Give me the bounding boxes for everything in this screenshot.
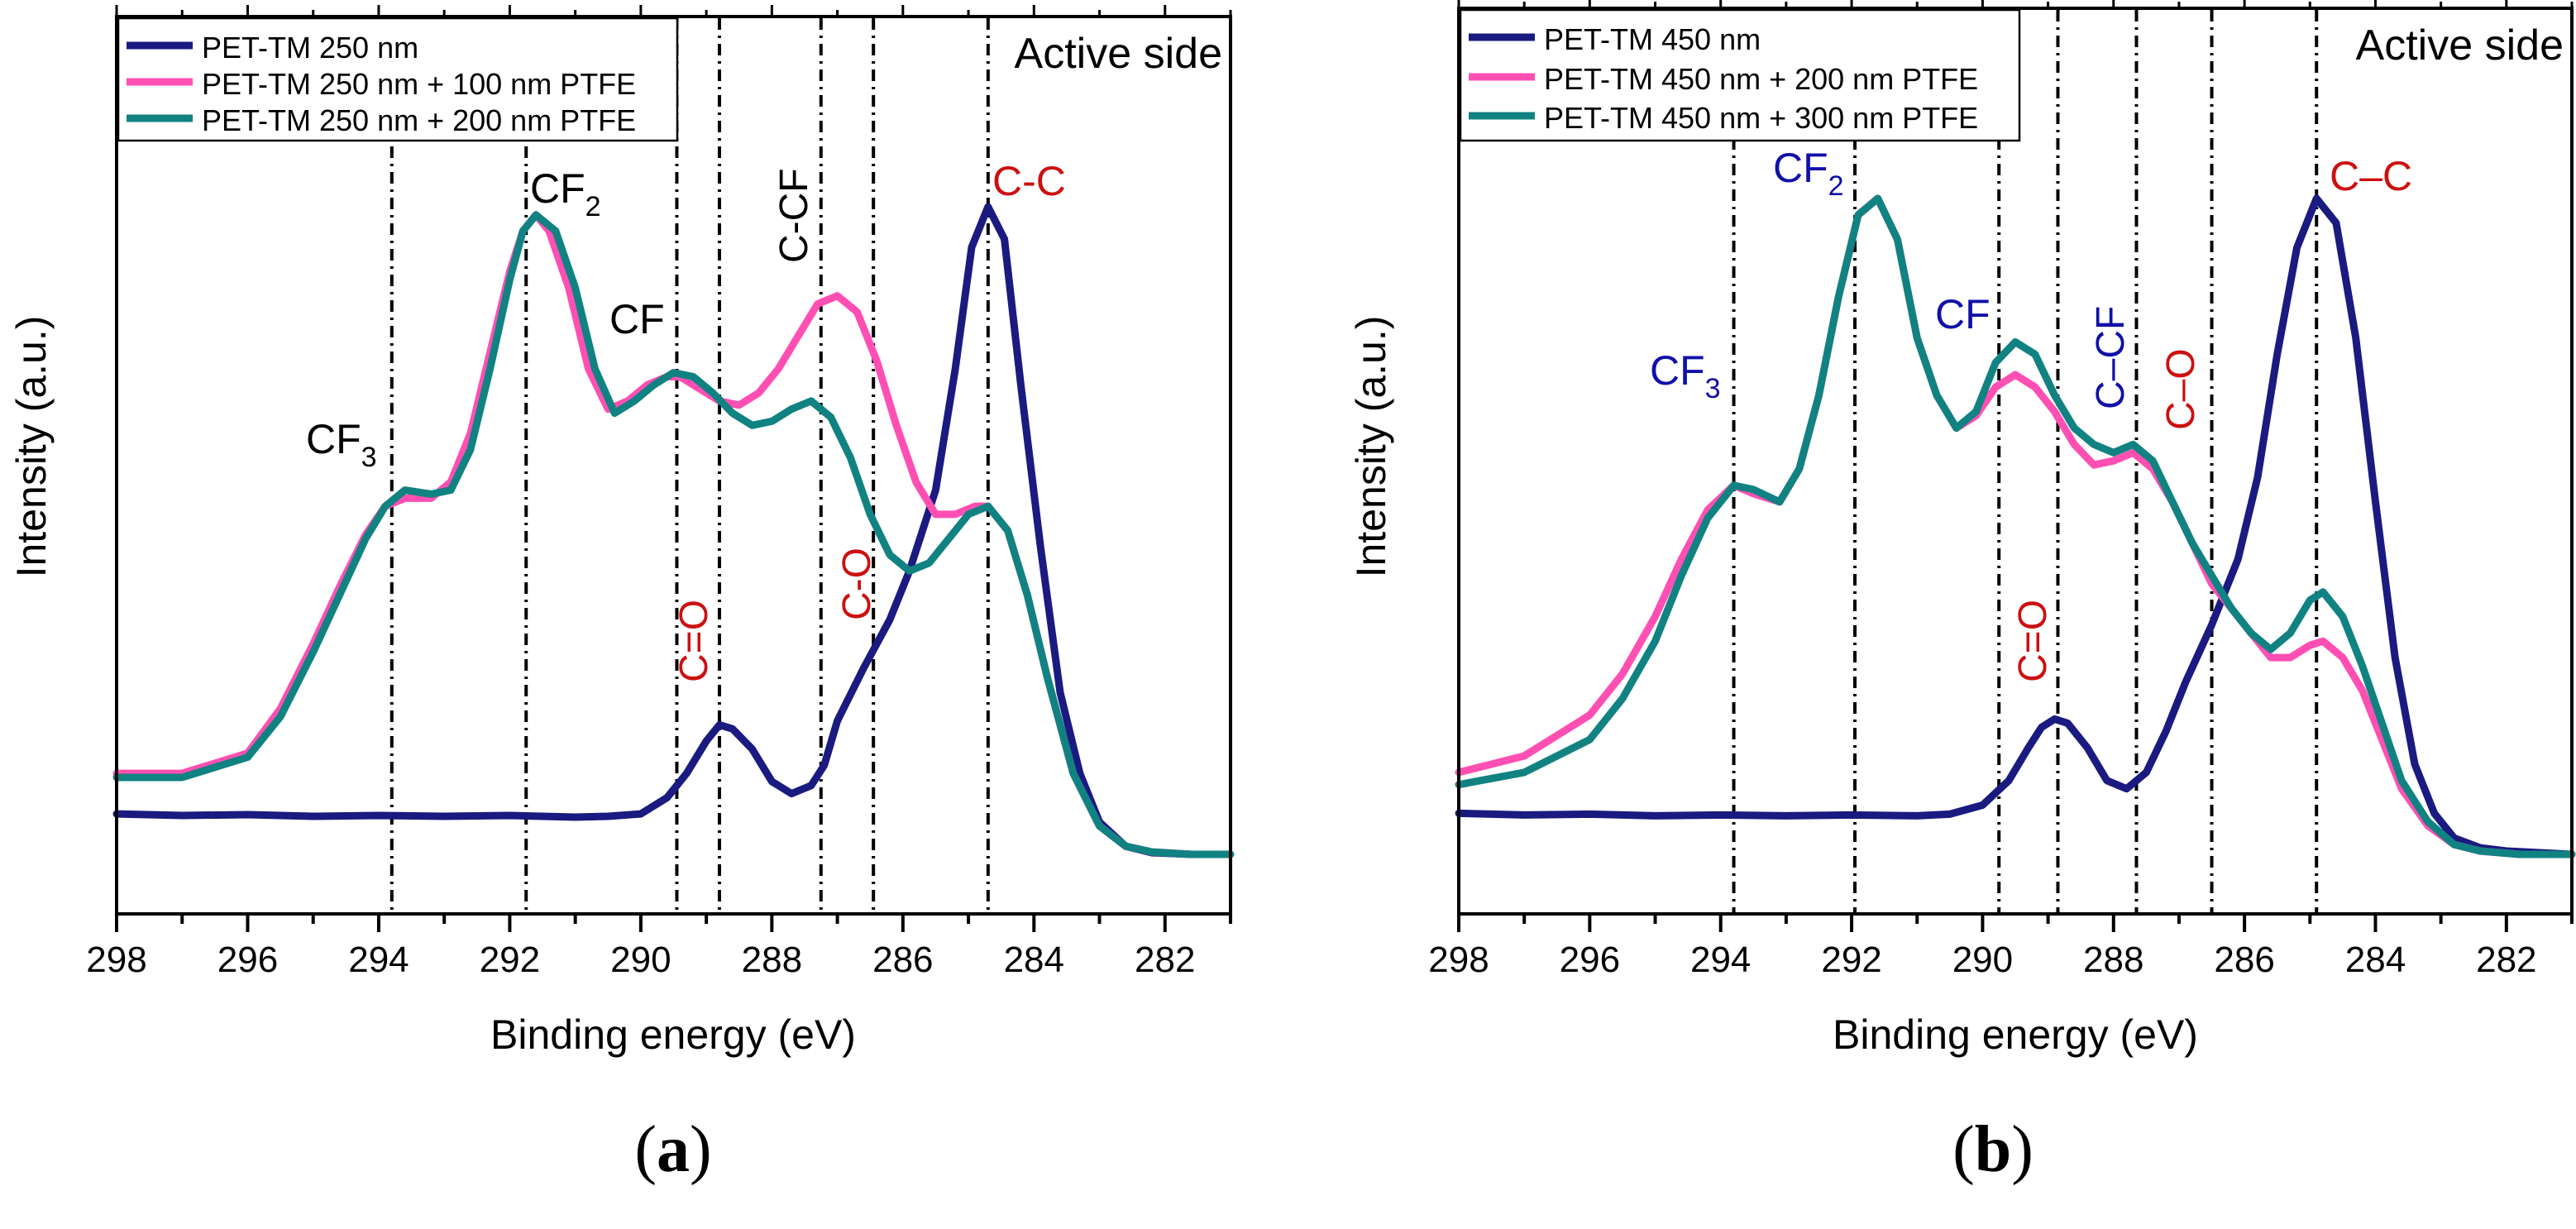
panel-b: 298 296 294 292 290 288 286 284 282 Binding ener… [1348,0,2576,1058]
x-tick-label-a-5: 288 [742,940,802,980]
panel-caption-a: (a) [634,1113,712,1186]
series-line-a-1 [112,211,1235,858]
x-tick-label-b-0: 298 [1428,940,1489,980]
plot-frame-b [1457,7,2574,916]
annotation-c-cf-b: C–CF [2089,306,2133,409]
annotation-c-o-b: C–O [2159,348,2203,430]
annotation-c-c-a: C-C [992,158,1066,204]
x-tick-label-b-4: 290 [1952,940,2013,980]
x-tick-label-b-6: 286 [2214,940,2274,980]
legend-box-a [117,17,679,142]
legend-label-b-1: PET-TM 450 nm + 200 nm PTFE [1544,62,1978,96]
annotation-cf2-b: CF2 [1773,145,1844,202]
plot-frame-a [115,15,1232,916]
x-tick-label-a-3: 292 [480,940,540,980]
x-tick-label-b-1: 296 [1560,940,1620,980]
x-tick-label-a-6: 286 [872,940,933,980]
series-a [112,203,1235,858]
x-tick-label-b-2: 294 [1690,940,1751,980]
panel-a: 298 296 294 292 290 288 286 284 282 Binding ener… [8,5,1235,1058]
x-tick-label-b-7: 284 [2345,940,2406,980]
legend-a: PET-TM 250 nm PET-TM 250 nm + 100 nm PTF… [117,17,679,142]
x-tick-label-b-8: 282 [2476,940,2536,980]
x-tick-label-a-0: 298 [86,940,146,980]
x-tick-label-a-1: 296 [217,940,278,980]
x-tick-label-a-8: 282 [1135,940,1195,980]
x-axis-label-b: Binding energy (eV) [1833,1011,2198,1058]
series-line-a-0 [112,203,1235,858]
panel-caption-b: (b) [1952,1113,2034,1186]
annotation-cf-a: CF [609,296,665,342]
x-tick-label-a-4: 290 [610,940,671,980]
corner-label-b: Active side [2356,22,2564,69]
x-axis-label-a: Binding energy (eV) [490,1011,856,1058]
annotation-c-c-b: C–C [2330,153,2412,199]
legend-label-a-2: PET-TM 250 nm + 200 nm PTFE [202,103,636,137]
annotation-cf2-a: CF2 [530,165,601,222]
x-tick-label-a-2: 294 [348,940,409,980]
x-tick-label-b-3: 292 [1821,940,1881,980]
legend-label-a-0: PET-TM 250 nm [202,31,418,65]
vlines-a [390,18,990,914]
annotation-cf-b: CF [1935,291,1991,337]
annotation-cf3-a: CF3 [306,416,377,473]
legend-label-b-0: PET-TM 450 nm [1544,22,1761,56]
y-axis-label-b: Intensity (a.u.) [1348,316,1394,578]
vlines-b [1732,10,2319,914]
annotation-c-o-a: C-O [835,548,879,620]
panel-caption-b-letter: b [1974,1113,2012,1186]
annotation-c-eq-o-a: C=O [672,600,716,682]
annotation-c-cf-a: C-CF [772,168,816,263]
legend-label-b-2: PET-TM 450 nm + 300 nm PTFE [1544,101,1978,135]
series-line-b-1 [1455,194,2576,858]
legend-label-a-1: PET-TM 250 nm + 100 nm PTFE [202,67,636,101]
xticks-b: 298 296 294 292 290 288 286 284 282 [1428,0,2574,980]
xticks-a: 298 296 294 292 290 288 286 284 282 [86,5,1232,980]
panel-caption-a-letter: a [657,1113,690,1186]
y-axis-label-a: Intensity (a.u.) [8,316,55,578]
annotation-cf3-b: CF3 [1650,347,1721,404]
series-b [1455,194,2576,858]
series-line-b-2 [1455,194,2576,858]
legend-box-b [1459,8,2021,142]
series-line-a-2 [112,211,1235,858]
corner-label-a: Active side [1015,30,1222,78]
x-tick-label-b-5: 288 [2083,940,2143,980]
series-line-b-0 [1455,194,2576,858]
x-tick-label-a-7: 284 [1004,940,1064,980]
legend-b: PET-TM 450 nm PET-TM 450 nm + 200 nm PTF… [1459,8,2021,142]
annotation-c-eq-o-b: C=O [2011,600,2055,682]
